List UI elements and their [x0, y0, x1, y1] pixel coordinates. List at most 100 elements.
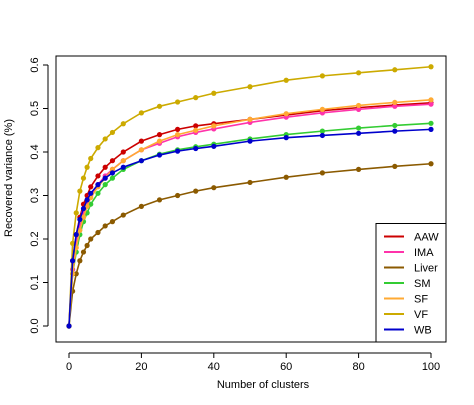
y-tick-label: 0.3	[29, 188, 41, 203]
axes: 0 20 40 60 80 100 0.0 0.1 0.2 0.3 0.4 0.5 0.6	[29, 57, 440, 373]
y-tick-label: 0.6	[29, 57, 41, 72]
data-point-wb	[175, 148, 181, 154]
data-point-sm	[428, 120, 434, 126]
data-point-liver	[428, 161, 434, 167]
data-point-aaw	[175, 126, 181, 132]
data-point-vf	[392, 67, 398, 73]
x-tick-label: 40	[208, 361, 220, 373]
data-point-sf	[211, 123, 217, 129]
data-point-liver	[109, 219, 116, 225]
series-line-wb	[68, 128, 432, 327]
data-point-liver	[211, 185, 217, 191]
series-line-sf	[68, 99, 432, 327]
legend-label-wb: WB	[414, 325, 432, 337]
legend-label-vf: VF	[414, 309, 428, 321]
data-point-sm	[95, 190, 101, 196]
data-point-vf	[73, 210, 79, 216]
data-point-vf	[211, 90, 217, 96]
data-point-aaw	[95, 173, 101, 179]
series-line-vf	[68, 65, 432, 327]
x-tick-label: 60	[280, 361, 292, 373]
data-point-ima	[356, 106, 362, 112]
data-point-vf	[156, 103, 163, 109]
y-tick-label: 0.0	[29, 318, 41, 333]
data-point-vf	[102, 136, 108, 142]
series-group	[66, 64, 434, 329]
series-wb	[66, 126, 434, 329]
data-point-wb	[80, 205, 87, 212]
y-tick-label: 0.4	[29, 144, 41, 159]
data-point-sf	[138, 147, 144, 153]
data-point-wb	[88, 190, 94, 196]
data-point-aaw	[120, 149, 126, 155]
data-point-vf	[70, 240, 76, 246]
y-tick-label: 0.5	[29, 101, 41, 116]
data-point-wb	[73, 232, 79, 238]
data-point-wb	[120, 164, 126, 170]
data-point-aaw	[109, 158, 116, 164]
x-tick-label: 0	[66, 361, 72, 373]
data-point-liver	[77, 258, 83, 264]
plot-frame	[55, 55, 447, 343]
data-point-liver	[356, 166, 362, 172]
data-point-aaw	[156, 132, 163, 138]
x-tick-label: 80	[352, 361, 364, 373]
data-point-liver	[247, 179, 253, 186]
data-point-wb	[77, 216, 83, 223]
data-point-sf	[319, 106, 325, 112]
series-line-liver	[68, 162, 432, 327]
data-point-wb	[428, 126, 434, 132]
data-point-liver	[120, 212, 126, 218]
data-point-wb	[283, 135, 289, 141]
data-point-wb	[392, 128, 398, 134]
data-point-wb	[156, 152, 163, 158]
data-point-liver	[88, 236, 94, 242]
data-point-liver	[392, 163, 398, 169]
data-point-vf	[193, 95, 199, 101]
data-point-liver	[319, 170, 325, 176]
data-point-wb	[319, 132, 325, 139]
data-point-aaw	[138, 138, 144, 144]
data-point-liver	[193, 188, 199, 194]
data-point-wb	[84, 197, 90, 203]
x-tick-label: 100	[422, 361, 440, 373]
data-point-wb	[109, 170, 116, 176]
data-point-liver	[80, 249, 87, 255]
legend-label-liver: Liver	[414, 263, 438, 275]
data-point-vf	[283, 77, 289, 83]
data-point-liver	[95, 229, 101, 236]
x-tick-label: 20	[135, 361, 147, 373]
legend-label-sf: SF	[414, 294, 428, 306]
data-point-liver	[138, 203, 144, 209]
data-point-wb	[138, 158, 144, 164]
data-point-vf	[80, 175, 87, 181]
data-point-vf	[247, 84, 253, 90]
data-point-ima	[428, 101, 434, 107]
data-point-vf	[138, 110, 144, 116]
legend-label-sm: SM	[414, 278, 431, 290]
data-point-sf	[175, 132, 181, 138]
series-vf	[66, 64, 434, 329]
data-point-aaw	[193, 123, 199, 129]
data-point-vf	[109, 129, 116, 136]
data-point-vf	[95, 145, 101, 151]
data-point-liver	[175, 192, 181, 199]
x-axis-label: Number of clusters	[217, 379, 310, 391]
data-point-sf	[120, 158, 126, 164]
data-point-wb	[211, 143, 217, 149]
data-point-liver	[73, 271, 79, 277]
data-point-wb	[356, 130, 362, 136]
data-point-sf	[193, 127, 199, 133]
data-point-ima	[392, 103, 398, 109]
data-point-sm	[392, 122, 398, 129]
data-point-liver	[102, 223, 108, 229]
data-point-vf	[356, 70, 362, 76]
data-point-sf	[392, 99, 398, 106]
y-tick-label: 0.2	[29, 231, 41, 246]
series-line-sm	[68, 122, 432, 327]
data-point-wb	[247, 138, 253, 144]
data-point-aaw	[88, 184, 94, 190]
data-point-sm	[319, 128, 325, 134]
data-point-wb	[95, 182, 101, 188]
